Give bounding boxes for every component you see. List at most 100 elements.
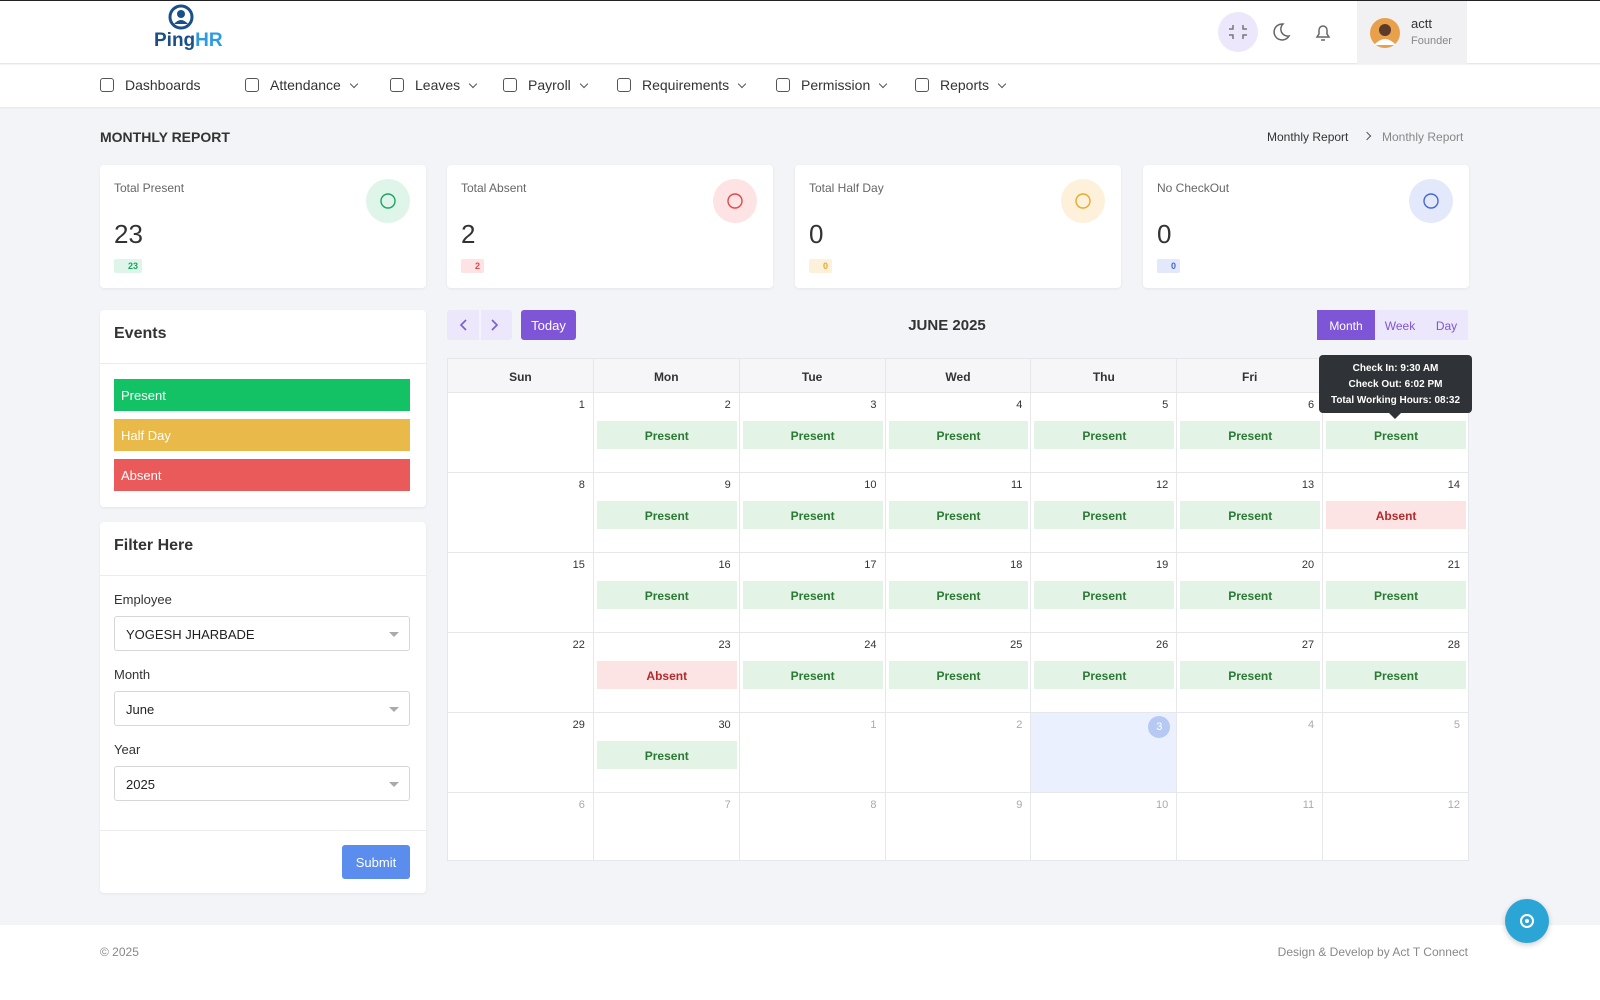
attendance-event[interactable]: Absent bbox=[596, 661, 737, 689]
event-item[interactable]: Present bbox=[114, 379, 410, 411]
attendance-event[interactable]: Present bbox=[596, 421, 737, 449]
attendance-event[interactable]: Present bbox=[1034, 581, 1175, 609]
day-number: 9 bbox=[1016, 799, 1023, 811]
view-button[interactable]: Month bbox=[1317, 310, 1375, 340]
day-cell[interactable]: 22 bbox=[448, 633, 594, 713]
event-item[interactable]: Half Day bbox=[114, 419, 410, 451]
theme-toggle[interactable] bbox=[1268, 20, 1292, 44]
settings-button[interactable] bbox=[1505, 899, 1549, 943]
attendance-event[interactable]: Present bbox=[742, 501, 883, 529]
day-cell[interactable]: 10 Present bbox=[739, 473, 886, 553]
nav-item[interactable]: Requirements bbox=[617, 75, 757, 97]
select[interactable]: YOGESH JHARBADE bbox=[114, 616, 410, 651]
breadcrumb-item[interactable]: Monthly Report bbox=[1267, 130, 1349, 144]
day-cell[interactable]: 14 Absent bbox=[1323, 473, 1469, 553]
attendance-event[interactable]: Present bbox=[1180, 581, 1321, 609]
day-cell[interactable]: 9 bbox=[885, 793, 1032, 861]
notifications[interactable] bbox=[1311, 20, 1335, 44]
footer: © 2025 Design & Develop by Act T Connect bbox=[0, 925, 1600, 1000]
attendance-event[interactable]: Present bbox=[1326, 661, 1466, 689]
day-cell[interactable]: 28 Present bbox=[1323, 633, 1469, 713]
day-cell[interactable]: 9 Present bbox=[593, 473, 740, 553]
nav-item[interactable]: Permission bbox=[776, 75, 916, 97]
attendance-event[interactable]: Present bbox=[1326, 581, 1466, 609]
attendance-event[interactable]: Present bbox=[596, 741, 737, 769]
attendance-event[interactable]: Present bbox=[1326, 421, 1466, 449]
day-cell[interactable]: 8 bbox=[448, 473, 594, 553]
attendance-event[interactable]: Present bbox=[888, 421, 1029, 449]
attendance-event[interactable]: Present bbox=[1180, 421, 1321, 449]
day-cell[interactable]: 25 Present bbox=[885, 633, 1032, 713]
stat-label: Total Present bbox=[114, 181, 185, 195]
attendance-event[interactable]: Present bbox=[742, 661, 883, 689]
day-cell[interactable]: 2 Present bbox=[593, 393, 740, 473]
day-cell[interactable]: 5 Present bbox=[1031, 393, 1178, 473]
user-menu[interactable]: actt Founder bbox=[1357, 1, 1467, 64]
nav-item[interactable]: Payroll bbox=[503, 75, 643, 97]
day-cell[interactable]: 13 Present bbox=[1177, 473, 1324, 553]
attendance-event[interactable]: Present bbox=[1180, 661, 1321, 689]
attendance-event[interactable]: Absent bbox=[1326, 501, 1466, 529]
attendance-event[interactable]: Present bbox=[742, 581, 883, 609]
attendance-event[interactable]: Present bbox=[596, 501, 737, 529]
attendance-event[interactable]: Present bbox=[1180, 501, 1321, 529]
day-cell[interactable]: 10 bbox=[1031, 793, 1178, 861]
day-cell[interactable]: 12 bbox=[1323, 793, 1469, 861]
day-cell[interactable]: 15 bbox=[448, 553, 594, 633]
day-cell[interactable]: 3 bbox=[1031, 713, 1178, 793]
weekday-header: Thu bbox=[1031, 359, 1178, 393]
day-cell[interactable]: 27 Present bbox=[1177, 633, 1324, 713]
attendance-event[interactable]: Present bbox=[888, 501, 1029, 529]
day-cell[interactable]: 4 Present bbox=[885, 393, 1032, 473]
day-cell[interactable]: 19 Present bbox=[1031, 553, 1178, 633]
day-cell[interactable]: 11 Present bbox=[885, 473, 1032, 553]
day-cell[interactable]: 4 bbox=[1177, 713, 1324, 793]
day-cell[interactable]: 8 bbox=[739, 793, 886, 861]
nav-item[interactable]: Leaves bbox=[390, 75, 530, 97]
day-cell[interactable]: 11 bbox=[1177, 793, 1324, 861]
day-cell[interactable]: 3 Present bbox=[739, 393, 886, 473]
fullscreen-button[interactable] bbox=[1218, 12, 1258, 52]
prev-next-group[interactable] bbox=[447, 310, 512, 340]
nav-item[interactable]: Reports bbox=[915, 75, 1055, 97]
day-cell[interactable]: 16 Present bbox=[593, 553, 740, 633]
today-button[interactable]: Today bbox=[521, 310, 576, 340]
day-cell[interactable]: 17 Present bbox=[739, 553, 886, 633]
nav-item[interactable]: Dashboards bbox=[100, 75, 210, 97]
logo: PingHR bbox=[154, 30, 223, 52]
day-cell[interactable]: 6 Present bbox=[1177, 393, 1324, 473]
day-cell[interactable]: 18 Present bbox=[885, 553, 1032, 633]
day-cell[interactable]: 7 bbox=[593, 793, 740, 861]
day-cell[interactable]: 23 Absent bbox=[593, 633, 740, 713]
stat-icon bbox=[713, 179, 757, 223]
day-cell[interactable]: 24 Present bbox=[739, 633, 886, 713]
day-cell[interactable]: 1 bbox=[448, 393, 594, 473]
nav-item[interactable]: Attendance bbox=[245, 75, 385, 97]
select[interactable]: 2025 bbox=[114, 766, 410, 801]
day-number: 2 bbox=[1016, 719, 1023, 731]
event-item[interactable]: Absent bbox=[114, 459, 410, 491]
view-button[interactable]: Week bbox=[1375, 310, 1425, 340]
select[interactable]: June bbox=[114, 691, 410, 726]
attendance-event[interactable]: Present bbox=[888, 661, 1029, 689]
day-cell[interactable]: 21 Present bbox=[1323, 553, 1469, 633]
attendance-event[interactable]: Present bbox=[1034, 501, 1175, 529]
attendance-event[interactable]: Present bbox=[1034, 661, 1175, 689]
day-cell[interactable]: 6 bbox=[448, 793, 594, 861]
attendance-event[interactable]: Present bbox=[1034, 421, 1175, 449]
attendance-event[interactable]: Present bbox=[742, 421, 883, 449]
submit-button[interactable]: Submit bbox=[342, 845, 410, 879]
day-cell[interactable]: 1 bbox=[739, 713, 886, 793]
attendance-event[interactable]: Present bbox=[888, 581, 1029, 609]
day-number: 18 bbox=[1010, 559, 1023, 571]
attendance-event[interactable]: Present bbox=[596, 581, 737, 609]
day-cell[interactable]: 5 bbox=[1323, 713, 1469, 793]
day-cell[interactable]: 26 Present bbox=[1031, 633, 1178, 713]
day-cell[interactable]: 2 bbox=[885, 713, 1032, 793]
day-cell[interactable]: 20 Present bbox=[1177, 553, 1324, 633]
view-button[interactable]: Day bbox=[1425, 310, 1468, 340]
day-cell[interactable]: 29 bbox=[448, 713, 594, 793]
day-cell[interactable]: 12 Present bbox=[1031, 473, 1178, 553]
day-cell[interactable]: 30 Present bbox=[593, 713, 740, 793]
